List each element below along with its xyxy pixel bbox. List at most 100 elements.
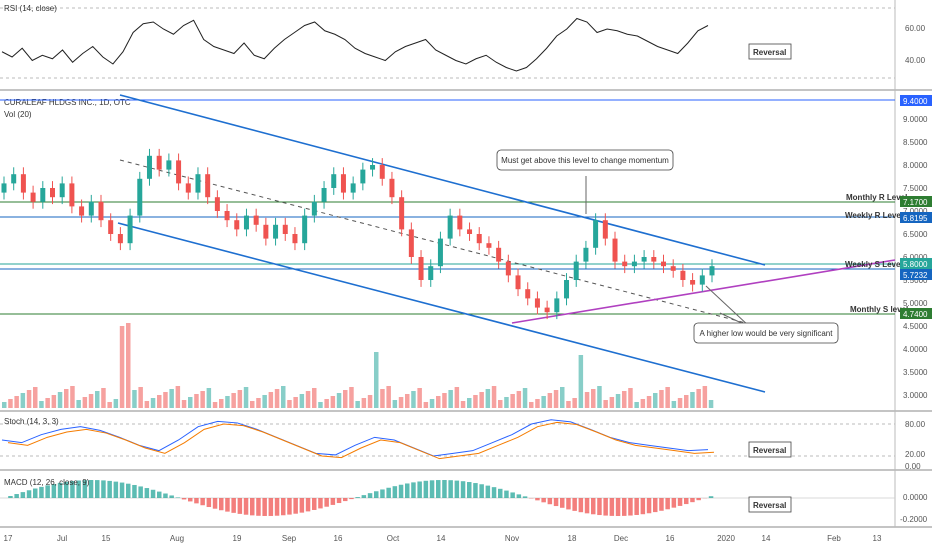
candle-body xyxy=(709,266,715,276)
candle-body xyxy=(593,220,599,248)
macd-bar xyxy=(330,498,336,505)
volume-bar xyxy=(274,389,280,408)
candle-body xyxy=(408,229,414,257)
volume-bar xyxy=(405,394,410,408)
macd-bar xyxy=(212,498,218,509)
volume-bar xyxy=(312,388,317,408)
macd-bar xyxy=(609,498,615,516)
volume-bar xyxy=(485,389,491,408)
volume-bar xyxy=(51,395,57,408)
macd-bar xyxy=(374,491,379,498)
macd-bar xyxy=(188,498,193,502)
candle-body xyxy=(564,280,570,299)
volume-bar xyxy=(684,395,689,408)
volume-bar xyxy=(374,352,379,408)
volume-bar xyxy=(138,387,143,408)
candle-body xyxy=(253,215,259,225)
macd-bar xyxy=(26,490,32,498)
volume-bar xyxy=(547,393,553,408)
volume-bar xyxy=(473,395,478,408)
price-tick: 7.0000 xyxy=(903,207,928,216)
time-axis-label: Aug xyxy=(170,534,184,543)
volume-bar xyxy=(597,386,602,408)
macd-bar xyxy=(367,493,373,498)
rising-trendline xyxy=(511,259,896,324)
macd-bar xyxy=(268,498,274,516)
macd-bar xyxy=(411,482,416,498)
macd-bar xyxy=(76,480,81,498)
volume-bar xyxy=(256,398,261,408)
price-tick: 7.5000 xyxy=(903,184,928,193)
stoch-lines xyxy=(1,419,715,460)
macd-bar xyxy=(628,498,633,516)
volume-bar xyxy=(522,388,528,408)
time-axis-label: 13 xyxy=(873,534,882,543)
macd-bar xyxy=(33,488,38,498)
volume-bar xyxy=(194,394,199,408)
volume-bar xyxy=(541,396,546,408)
macd-bar xyxy=(138,486,143,498)
candle-body xyxy=(525,289,531,299)
volume-bar xyxy=(578,355,584,408)
volume-bar xyxy=(293,397,298,408)
macd-bar xyxy=(386,487,391,498)
candle-body xyxy=(534,298,540,308)
candle-body xyxy=(399,197,405,230)
volume-bar xyxy=(157,395,162,408)
macd-bar xyxy=(231,498,236,513)
macd-bar xyxy=(659,498,664,511)
weekly-r-label: Weekly R Level xyxy=(845,211,903,220)
macd-bar xyxy=(597,498,602,516)
volume-bar xyxy=(45,398,50,408)
candle-body xyxy=(30,192,36,202)
macd-bar xyxy=(343,498,348,502)
price-tick: 3.0000 xyxy=(903,391,928,400)
volume-bar xyxy=(702,386,708,408)
macd-bar xyxy=(324,498,329,507)
volume-bar xyxy=(262,395,267,408)
annotation-arrow-bottom xyxy=(705,285,751,328)
candle-body xyxy=(486,243,492,248)
volume-bar xyxy=(392,400,398,408)
price-tick: 8.0000 xyxy=(903,161,928,170)
annotation-bottom-box xyxy=(693,322,839,344)
volume-bar xyxy=(305,391,311,408)
volume-bar xyxy=(101,388,106,408)
macd-bar xyxy=(250,498,255,516)
time-axis-label: Oct xyxy=(387,534,400,543)
volume-bar xyxy=(299,394,305,408)
candle-body xyxy=(690,280,696,285)
candle-body xyxy=(137,178,143,216)
candle-body xyxy=(360,169,366,184)
monthly-r-label: Monthly R Level xyxy=(846,193,907,202)
candle-body xyxy=(156,155,162,170)
macd-bar xyxy=(646,498,652,514)
macd-bar xyxy=(547,498,553,505)
volume-bar xyxy=(126,323,131,408)
macd-bar xyxy=(293,498,298,514)
macd-bar xyxy=(14,494,19,498)
macd-bar xyxy=(132,484,137,498)
macd-bar xyxy=(566,498,571,510)
macd-bar xyxy=(684,498,689,505)
stoch-reversal-label: Reversal xyxy=(753,446,786,455)
svg-text:4.7400: 4.7400 xyxy=(903,310,928,319)
price-tick: 3.5000 xyxy=(903,368,928,377)
candle-body xyxy=(544,307,550,313)
volume-bar xyxy=(634,402,639,408)
volume-bar xyxy=(628,388,633,408)
macd-bar xyxy=(473,483,478,498)
volume-bar xyxy=(436,396,441,408)
macd-bar xyxy=(299,498,305,513)
stoch-reversal-box xyxy=(748,441,792,458)
price-tick: 8.5000 xyxy=(903,138,928,147)
volume-bar xyxy=(677,398,683,408)
volume-bar xyxy=(57,392,63,408)
channel-lower-line xyxy=(117,222,766,393)
channel-midline xyxy=(119,159,766,329)
macd-bar xyxy=(560,498,565,508)
candle-body xyxy=(166,160,172,170)
time-axis-label: 14 xyxy=(437,534,446,543)
time-axis-label: 2020 xyxy=(717,534,735,543)
volume-bar xyxy=(640,399,646,408)
